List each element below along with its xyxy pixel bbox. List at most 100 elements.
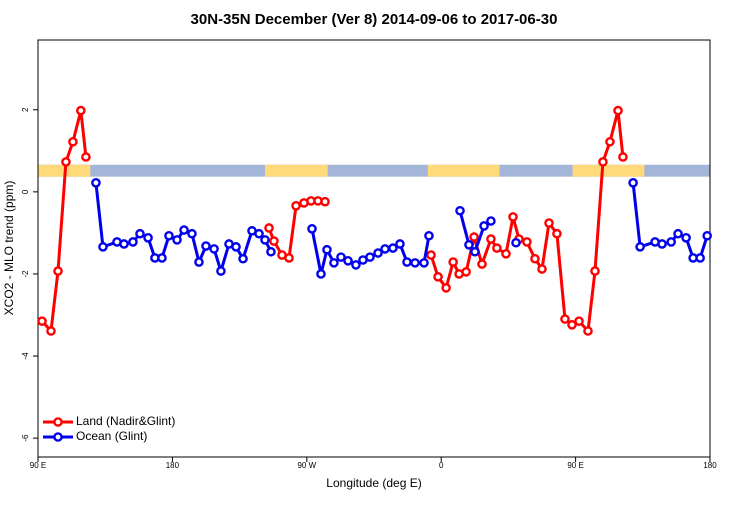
data-point — [187, 228, 197, 239]
data-point — [238, 253, 248, 264]
data-point — [380, 244, 390, 254]
data-point — [486, 234, 496, 244]
data-point — [628, 178, 638, 188]
y-tick-label: -6 — [21, 434, 30, 442]
x-tick-label: 180 — [703, 461, 717, 470]
data-point — [329, 258, 339, 268]
x-tick-label: 180 — [166, 461, 180, 470]
data-point — [508, 212, 518, 222]
plot-frame — [37, 39, 711, 458]
data-point — [291, 201, 301, 211]
data-point — [666, 237, 676, 247]
data-point — [216, 266, 226, 276]
data-point — [373, 248, 383, 258]
legend-marker — [53, 417, 63, 427]
data-point — [574, 316, 584, 326]
data-point — [351, 260, 361, 270]
data-point — [537, 264, 547, 274]
y-tick-label: 2 — [21, 107, 30, 112]
x-axis-label: Longitude (deg E) — [326, 476, 421, 490]
data-point — [477, 259, 487, 269]
data-point — [552, 228, 562, 239]
legend-marker — [53, 432, 63, 442]
data-point — [441, 283, 451, 293]
data-point — [365, 252, 375, 262]
y-axis-label: XCO2 - MLO trend (ppm) — [2, 181, 16, 316]
data-point — [635, 242, 645, 252]
data-point — [598, 157, 608, 167]
data-point — [68, 136, 78, 147]
data-point — [522, 237, 532, 247]
data-point — [583, 326, 593, 336]
data-point — [119, 239, 129, 249]
data-point — [260, 235, 270, 245]
y-tick-label: -2 — [21, 270, 30, 278]
data-point — [419, 258, 429, 268]
data-point — [410, 258, 420, 268]
data-point — [388, 243, 398, 253]
x-tick-label: 0 — [439, 461, 444, 470]
data-point — [98, 242, 108, 252]
ocean-band — [38, 164, 710, 177]
data-point — [590, 266, 600, 276]
data-point — [53, 266, 63, 276]
data-point — [673, 228, 683, 239]
data-point — [343, 256, 353, 266]
data-point — [492, 243, 502, 253]
data-point — [81, 152, 91, 162]
data-point — [266, 246, 276, 257]
data-point — [530, 253, 540, 264]
data-point — [461, 267, 471, 277]
data-point — [618, 152, 628, 162]
data-point — [657, 239, 667, 249]
data-point — [91, 178, 101, 188]
data-point — [613, 105, 623, 116]
data-point — [511, 237, 521, 248]
series-line — [40, 110, 625, 335]
data-point — [544, 218, 554, 228]
data-point — [316, 269, 326, 279]
y-tick-label: -4 — [21, 352, 30, 360]
data-point — [469, 232, 479, 242]
y-tick-label: 0 — [21, 189, 30, 194]
data-point — [157, 253, 167, 263]
land-band — [572, 164, 645, 177]
data-point — [681, 233, 691, 243]
data-point — [46, 326, 56, 336]
data-point — [231, 242, 241, 252]
data-point — [433, 272, 443, 282]
data-point — [254, 228, 264, 239]
data-point — [501, 249, 511, 259]
data-point — [336, 252, 346, 262]
data-point — [264, 223, 274, 233]
data-point — [560, 314, 570, 324]
data-point — [37, 316, 47, 326]
data-point — [448, 257, 458, 267]
data-point — [164, 230, 174, 241]
data-point — [209, 244, 219, 254]
data-point — [201, 241, 211, 251]
data-point — [172, 235, 182, 245]
x-tick-label: 90 W — [297, 461, 316, 470]
data-point — [61, 157, 71, 167]
data-point — [695, 253, 705, 263]
data-point — [486, 216, 496, 226]
chart-title: 30N-35N December (Ver 8) 2014-09-06 to 2… — [191, 11, 558, 28]
land-band — [427, 164, 500, 177]
legend-label: Ocean (Glint) — [76, 429, 147, 443]
data-point — [307, 223, 317, 234]
data-point — [143, 233, 153, 243]
data-point — [455, 205, 465, 216]
data-point — [464, 240, 474, 250]
data-point — [269, 236, 279, 246]
x-tick-label: 90 E — [30, 461, 46, 470]
data-point — [470, 246, 480, 257]
x-tick-label: 90 E — [567, 461, 583, 470]
data-point — [605, 136, 615, 147]
data-point — [320, 196, 330, 207]
data-point — [567, 320, 577, 330]
data-point — [395, 239, 405, 249]
data-point — [322, 244, 332, 255]
data-point — [194, 257, 204, 267]
